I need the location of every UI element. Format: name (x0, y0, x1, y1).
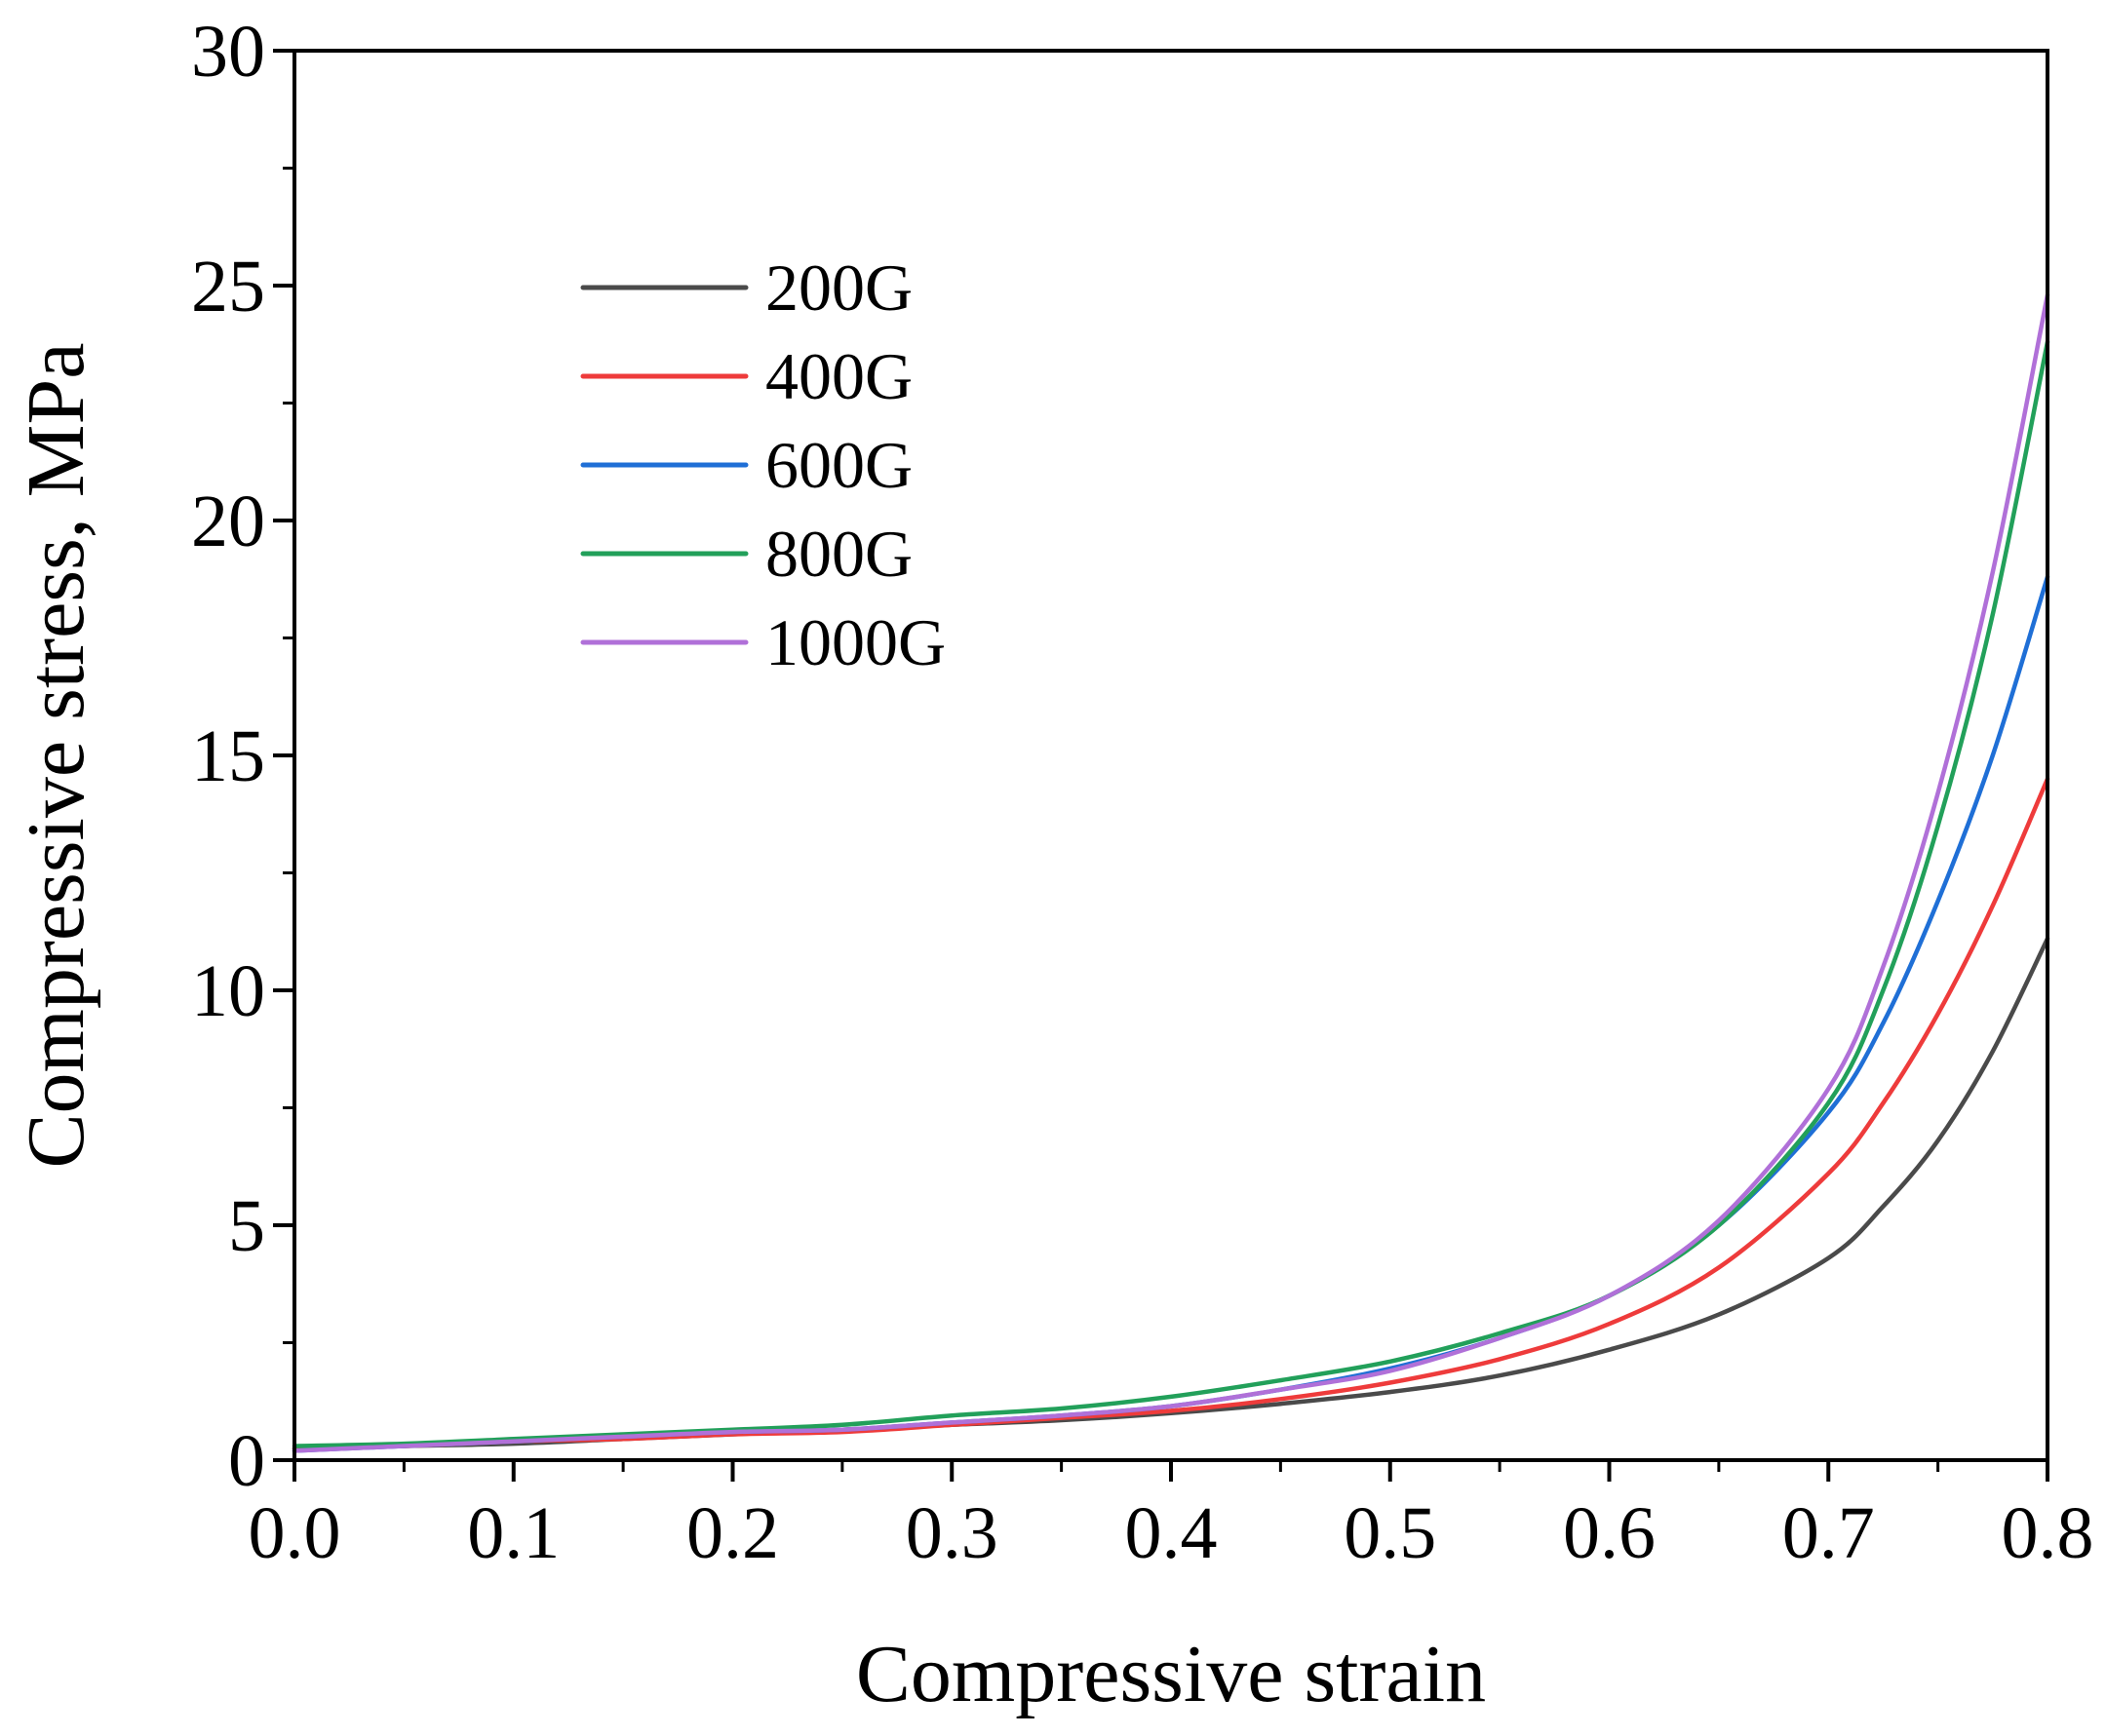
series-line-600g (292, 574, 2050, 1453)
y-tick-label: 5 (228, 1185, 265, 1267)
plot-frame (292, 49, 2049, 1462)
legend-label-200g: 200G (765, 251, 913, 325)
legend-layer: 200G 400G 600G 800G 1000G (580, 251, 946, 679)
series-line-800g (292, 339, 2050, 1448)
x-tick-label: 0.5 (1344, 1492, 1436, 1574)
x-tick-label: 0.8 (2002, 1492, 2094, 1574)
x-tick-label: 0.6 (1563, 1492, 1656, 1574)
x-tick-label: 0.4 (1125, 1492, 1218, 1574)
y-tick-label: 10 (191, 950, 265, 1032)
x-tick-label: 0.0 (249, 1492, 341, 1574)
x-axis-title: Compressive strain (856, 1629, 1486, 1719)
y-tick-label: 0 (228, 1420, 265, 1502)
y-tick-label: 25 (191, 246, 265, 328)
x-tick-label: 0.3 (906, 1492, 998, 1574)
y-tick-label: 30 (191, 11, 265, 93)
legend-label-800g: 800G (765, 517, 913, 591)
series-line-1000g (292, 292, 2050, 1453)
y-tick-label: 20 (191, 481, 265, 562)
legend-label-1000g: 1000G (765, 605, 946, 679)
axes-layer: 0.0 0.1 0.2 0.3 0.4 0.5 0.6 0.7 0.8 0 5 10 15 20 25 30 C… (11, 11, 2094, 1719)
y-tick-label: 15 (191, 715, 265, 797)
x-tick-label: 0.1 (467, 1492, 560, 1574)
legend-label-600g: 600G (765, 428, 913, 502)
legend-label-400g: 400G (765, 339, 913, 413)
y-axis-title: Compressive stress, MPa (11, 343, 101, 1169)
x-tick-label: 0.2 (686, 1492, 779, 1574)
series-line-200g (292, 936, 2050, 1451)
x-tick-label: 0.7 (1782, 1492, 1875, 1574)
series-line-400g (292, 776, 2050, 1451)
marks-layer (292, 292, 2050, 1453)
